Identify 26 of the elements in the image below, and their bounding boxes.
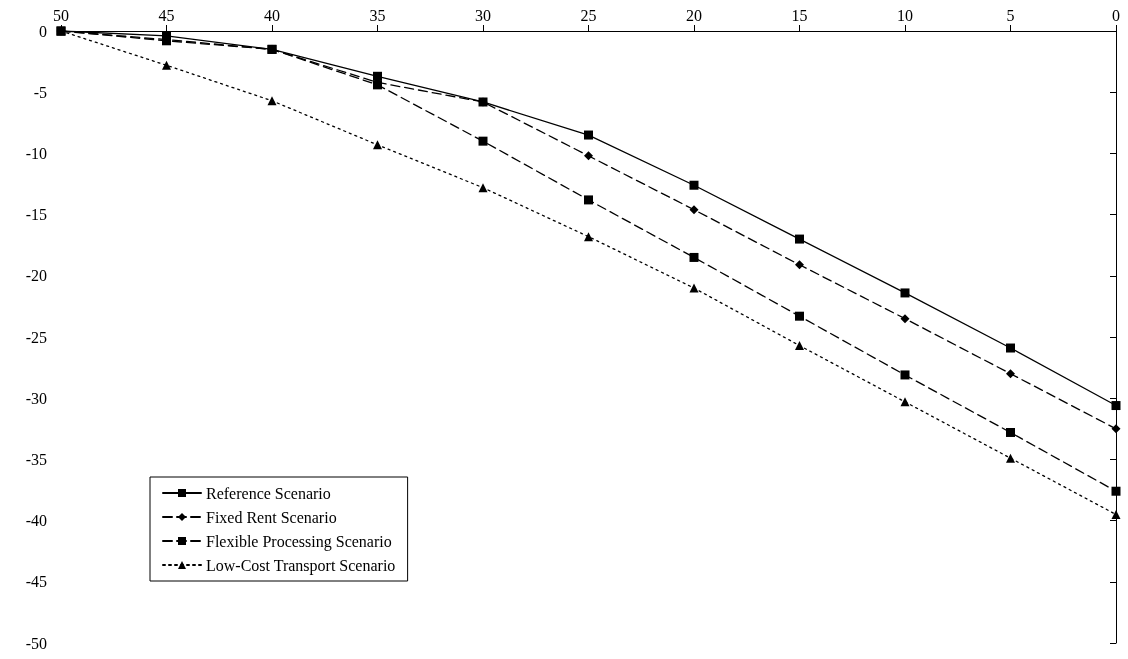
legend-label: Fixed Rent Scenario — [206, 508, 337, 526]
x-tick-label: 40 — [264, 6, 280, 24]
x-tick-label: 25 — [580, 6, 597, 24]
legend-label: Low-Cost Transport Scenario — [206, 556, 396, 575]
y-tick-label: -10 — [25, 144, 47, 162]
x-tick-label: 0 — [1112, 6, 1120, 24]
y-tick-label: -45 — [25, 573, 47, 591]
y-tick-label: -50 — [25, 634, 47, 652]
y-tick-label: -5 — [33, 83, 47, 101]
legend-label: Reference Scenario — [206, 484, 331, 502]
x-tick-label: 50 — [53, 6, 69, 24]
x-tick-label: 20 — [686, 6, 702, 24]
x-tick-label: 35 — [369, 6, 386, 24]
y-tick-label: -30 — [25, 389, 47, 407]
legend-label: Flexible Processing Scenario — [206, 532, 392, 551]
y-tick-label: -20 — [25, 267, 47, 285]
y-tick-label: 0 — [39, 22, 47, 40]
x-tick-label: 5 — [1006, 6, 1015, 24]
x-tick-label: 10 — [897, 6, 913, 24]
y-tick-label: -25 — [25, 328, 47, 346]
x-tick-label: 15 — [791, 6, 808, 24]
y-tick-label: -40 — [25, 512, 47, 530]
x-tick-label: 30 — [475, 6, 491, 24]
x-tick-label: 45 — [158, 6, 175, 24]
y-tick-label: -15 — [25, 206, 47, 224]
y-tick-label: -35 — [25, 450, 47, 468]
